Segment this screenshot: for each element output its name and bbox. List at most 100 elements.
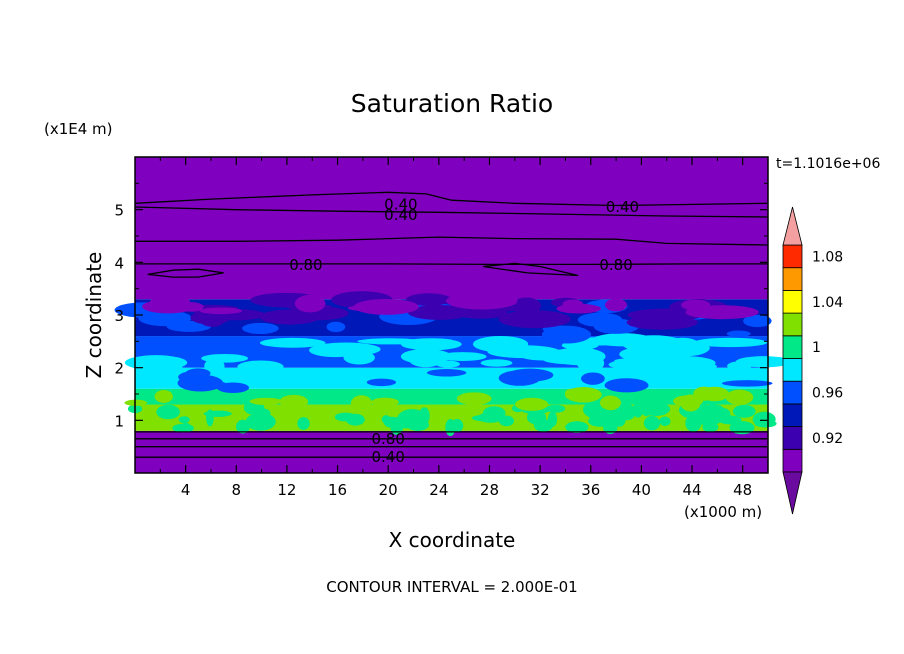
patch-blue-6	[426, 369, 467, 377]
patch-green-65	[732, 404, 756, 418]
y-axis-ticks: 1 2 3 4 5	[114, 182, 768, 448]
patch-cyan-34	[438, 352, 487, 362]
colorbar-label-0: 1.08	[812, 249, 843, 265]
patch-green-39	[688, 409, 705, 424]
colorbar: 1.08 1.04 1 0.96 0.92	[782, 206, 843, 515]
contour-line-1	[134, 206, 769, 218]
contour-label-2: 0.40	[606, 198, 639, 216]
x-tick-label-8: 36	[581, 481, 600, 499]
patch-green-58	[640, 399, 652, 417]
patch-cyan-38	[480, 359, 513, 367]
colorbar-segment-4	[782, 358, 803, 382]
patch-lime-16	[154, 389, 173, 403]
patch-violet-13	[371, 305, 393, 315]
colorbar-segment-8	[782, 267, 803, 291]
patch-green-60	[236, 419, 250, 434]
patch-blue-8	[722, 380, 773, 387]
patch-violet-8	[142, 299, 195, 314]
patch-violet-3	[446, 292, 518, 310]
colorbar-label-3: 0.96	[812, 386, 843, 402]
time-label: t=1.1016e+06	[776, 156, 880, 172]
colorbar-segment-6	[782, 312, 803, 337]
patch-green-59	[450, 419, 464, 433]
patch-green-64	[618, 404, 636, 421]
patch-cyan-16	[436, 360, 460, 368]
patch-green-69	[397, 409, 427, 427]
patch-cyan-39	[311, 342, 381, 357]
x-tick-label-6: 28	[480, 481, 499, 499]
contour-label-0: 0.40	[384, 195, 417, 213]
patch-violet-1	[604, 298, 628, 312]
x-axis-label: X coordinate	[389, 528, 516, 552]
patch-indigo-6	[538, 316, 569, 325]
patch-green-47	[603, 421, 618, 434]
patch-blue-11	[604, 378, 649, 393]
band-6	[135, 157, 768, 300]
band-0	[135, 430, 768, 473]
x-axis-unit: (x1000 m)	[684, 503, 762, 521]
patch-violet-9	[199, 307, 243, 315]
patch-lime-17	[279, 394, 309, 409]
patch-green-66	[345, 413, 365, 426]
patch-lime-13	[599, 395, 621, 411]
patch-cyan-29	[619, 346, 684, 363]
patch-lime-14	[725, 389, 754, 405]
colorbar-segment-1	[782, 426, 803, 450]
x-tick-label-1: 8	[232, 481, 242, 499]
colorbar-label-4: 0.92	[812, 431, 843, 447]
patch-lime-7	[693, 386, 715, 401]
patch-blue-9	[177, 374, 224, 392]
patch-green-13	[545, 404, 566, 413]
contour-labels: 0.400.40 0.400.80 0.800.800.40	[289, 195, 639, 466]
patch-green-56	[752, 411, 776, 427]
patch-indigo-11	[626, 315, 698, 330]
patch-cyan-33	[400, 348, 452, 364]
y-axis-unit: (x1E4 m)	[44, 120, 113, 138]
contour-line-2	[135, 236, 769, 246]
patch-green-53	[181, 422, 191, 430]
contour-lines	[134, 191, 769, 458]
patch-indigo-23	[407, 304, 472, 320]
contour-label-4: 0.80	[599, 256, 632, 274]
colorbar-label-2: 1	[812, 340, 821, 356]
patch-cyan-30	[146, 357, 178, 365]
patch-lime-15	[565, 391, 594, 399]
patch-lime-2	[249, 397, 283, 406]
patch-green-32	[297, 417, 310, 430]
patch-green-21	[178, 416, 190, 424]
colorbar-over-arrow	[782, 206, 803, 246]
y-axis-label: Z coordinate	[82, 252, 106, 379]
patch-green-57	[381, 415, 391, 424]
contour-line-3	[135, 263, 768, 266]
patch-cyan-8	[237, 360, 284, 374]
patch-lime-4	[456, 392, 492, 406]
patch-cyan-27	[542, 354, 603, 365]
patch-cyan-36	[487, 345, 560, 359]
plot-area: 0.400.40 0.400.80 0.800.800.40 4 8 12 16 20 24 2…	[114, 156, 792, 499]
patch-indigo-16	[259, 309, 320, 325]
patch-cyan-21	[735, 356, 792, 368]
colorbar-segment-9	[782, 244, 803, 269]
contour-label-6: 0.40	[371, 448, 404, 466]
colorbar-under-arrow	[782, 471, 803, 515]
colorbar-segment-2	[782, 403, 803, 427]
colorbar-label-1: 1.04	[812, 295, 843, 311]
y-tick-label-2: 3	[114, 307, 124, 325]
patch-blue-0	[366, 378, 397, 387]
patch-lime-9	[124, 399, 148, 406]
patch-blue2-19	[726, 330, 751, 338]
contour-line-0	[134, 191, 769, 207]
y-tick-label-4: 5	[114, 202, 124, 220]
patch-cyan-18	[204, 358, 225, 375]
contour-texture	[114, 291, 792, 437]
patch-green-35	[203, 410, 232, 417]
y-tick-label-1: 2	[114, 360, 124, 378]
patch-cyan-23	[259, 337, 326, 348]
patch-blue2-7	[242, 322, 279, 335]
patch-indigo-5	[406, 293, 452, 306]
x-tick-label-5: 24	[429, 481, 448, 499]
patch-lime-8	[680, 394, 701, 412]
patch-lime-6	[371, 397, 399, 407]
patch-cyan-20	[357, 338, 422, 345]
